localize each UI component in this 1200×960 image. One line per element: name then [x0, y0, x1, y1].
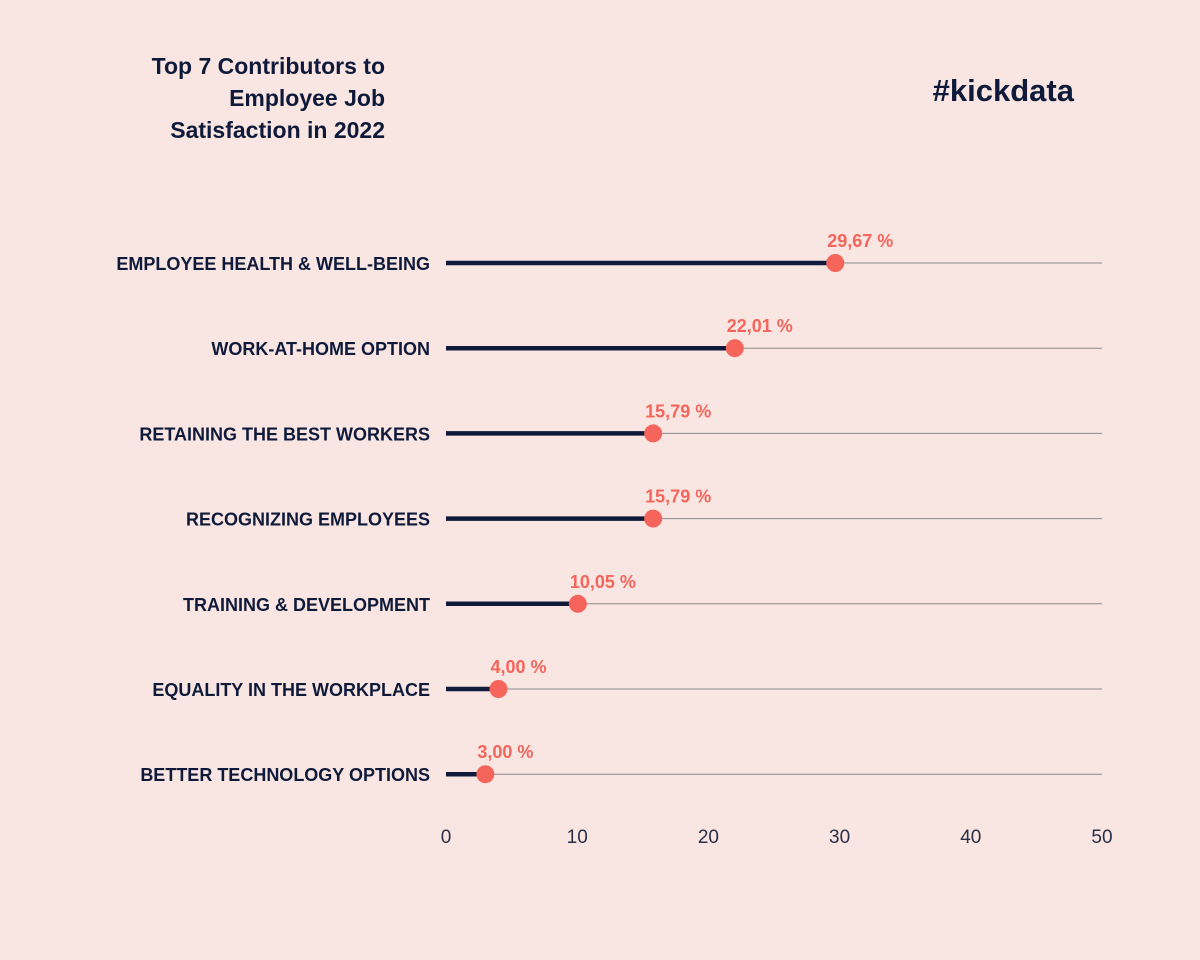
category-label: BETTER TECHNOLOGY OPTIONS: [140, 765, 430, 785]
x-tick-label: 50: [1091, 827, 1112, 848]
chart-title-line-2: Employee Job: [229, 85, 385, 111]
x-tick-label: 0: [441, 827, 452, 848]
category-label: EQUALITY IN THE WORKPLACE: [152, 680, 430, 700]
lollipop-dot: [476, 765, 495, 784]
value-label: 22,01 %: [727, 316, 793, 336]
lollipop-dot: [489, 680, 508, 698]
category-label: RETAINING THE BEST WORKERS: [139, 424, 430, 444]
chart-title: Top 7 Contributors to Employee Job Satis…: [85, 50, 385, 146]
x-tick-label: 20: [698, 827, 719, 848]
value-label: 4,00 %: [490, 657, 546, 677]
lollipop-dot: [644, 424, 663, 443]
lollipop-dot: [568, 594, 587, 613]
x-tick-label: 10: [567, 827, 588, 848]
value-label: 3,00 %: [477, 742, 533, 762]
value-label: 15,79 %: [645, 401, 711, 421]
category-label: WORK-AT-HOME OPTION: [211, 339, 430, 359]
lollipop-dot: [644, 509, 663, 528]
brand-hashtag: #kickdata: [932, 73, 1074, 108]
lollipop-dot: [725, 339, 744, 358]
value-label: 29,67 %: [827, 231, 893, 251]
value-label: 10,05 %: [570, 572, 636, 592]
chart-title-line-1: Top 7 Contributors to: [151, 53, 385, 79]
x-tick-label: 30: [829, 827, 850, 848]
value-label: 15,79 %: [645, 487, 711, 507]
category-label: EMPLOYEE HEALTH & WELL-BEING: [116, 254, 430, 274]
category-label: TRAINING & DEVELOPMENT: [183, 595, 430, 615]
lollipop-dot: [826, 254, 845, 272]
chart-title-line-3: Satisfaction in 2022: [170, 117, 385, 143]
category-label: RECOGNIZING EMPLOYEES: [186, 510, 430, 530]
x-tick-label: 40: [960, 827, 981, 848]
